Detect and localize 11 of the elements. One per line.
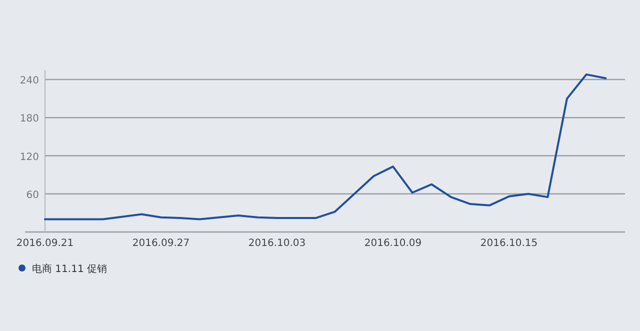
y-tick-label: 240 <box>20 76 39 87</box>
y-tick-label: 120 <box>20 152 39 163</box>
x-tick-label: 2016.10.09 <box>364 238 422 249</box>
x-tick-label: 2016.10.15 <box>480 238 538 249</box>
x-tick-label: 2016.09.21 <box>16 238 74 249</box>
line-series <box>44 73 607 220</box>
x-tick-label: 2016.10.03 <box>248 238 306 249</box>
y-tick-label: 60 <box>26 190 39 201</box>
x-tick-label: 2016.09.27 <box>132 238 190 249</box>
y-tick-label: 180 <box>20 114 39 125</box>
legend-label: 电商 11.11 促销 <box>32 263 107 275</box>
